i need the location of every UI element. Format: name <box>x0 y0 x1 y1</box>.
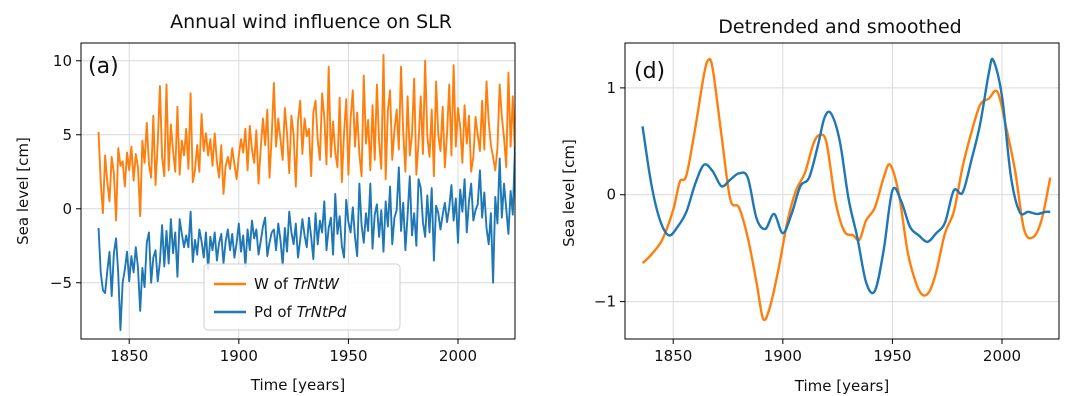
panel-d-chart: Detrended and smoothed 1850 1900 1950 2000 −… <box>560 16 1060 395</box>
series-line-blue <box>641 57 1051 295</box>
x-tick-label: 1850 <box>110 347 148 365</box>
plot-frame-d <box>624 42 1060 340</box>
x-tick-label: 1950 <box>329 347 367 365</box>
ticks-a: 1850 1900 1950 2000 −5 0 5 10 <box>50 52 477 365</box>
series-line-blue <box>97 145 515 332</box>
legend-label-orange: W of TrNtW <box>254 275 340 293</box>
legend-box <box>203 263 401 331</box>
y-tick-label: 0 <box>62 200 72 218</box>
y-tick-label: −5 <box>50 274 72 292</box>
series-group-a <box>97 53 515 332</box>
x-tick-label: 2000 <box>983 347 1021 365</box>
chart-title-d: Detrended and smoothed <box>718 16 961 38</box>
plot-frame-a <box>80 42 516 340</box>
series-group-d <box>641 57 1052 322</box>
panel-a-chart: Annual wind influence on SLR 1850 1900 195… <box>14 11 516 394</box>
x-axis-label-a: Time [years] <box>250 376 345 394</box>
y-tick-label: 5 <box>62 126 72 144</box>
x-tick-label: 1950 <box>873 347 911 365</box>
legend-label-blue-italic: TrNtPd <box>297 303 347 321</box>
y-tick-label: 0 <box>606 186 616 204</box>
x-tick-label: 1850 <box>654 347 692 365</box>
panel-label-a: (a) <box>88 54 119 79</box>
legend-label-blue-plain: Pd of <box>254 303 297 321</box>
panel-label-d: (d) <box>634 59 665 84</box>
x-tick-label: 2000 <box>439 347 477 365</box>
legend-label-orange-plain: W of <box>254 275 293 293</box>
legend-label-orange-italic: TrNtW <box>293 275 340 293</box>
series-line-orange <box>641 57 1052 322</box>
x-tick-label: 1900 <box>220 347 258 365</box>
x-axis-label-d: Time [years] <box>794 377 889 395</box>
grid-d <box>625 43 1059 339</box>
legend-label-blue: Pd of TrNtPd <box>254 303 347 321</box>
legend: W of TrNtW Pd of TrNtPd <box>203 263 401 331</box>
ticks-d: 1850 1900 1950 2000 −1 0 1 <box>594 79 1021 365</box>
series-line-orange <box>97 53 515 222</box>
chart-title-a: Annual wind influence on SLR <box>170 11 452 33</box>
y-tick-label: 1 <box>606 79 616 97</box>
x-tick-label: 1900 <box>764 347 802 365</box>
y-tick-label: −1 <box>594 293 616 311</box>
y-axis-label-a: Sea level [cm] <box>14 137 32 245</box>
y-tick-label: 10 <box>53 52 72 70</box>
y-axis-label-d: Sea level [cm] <box>560 139 578 247</box>
